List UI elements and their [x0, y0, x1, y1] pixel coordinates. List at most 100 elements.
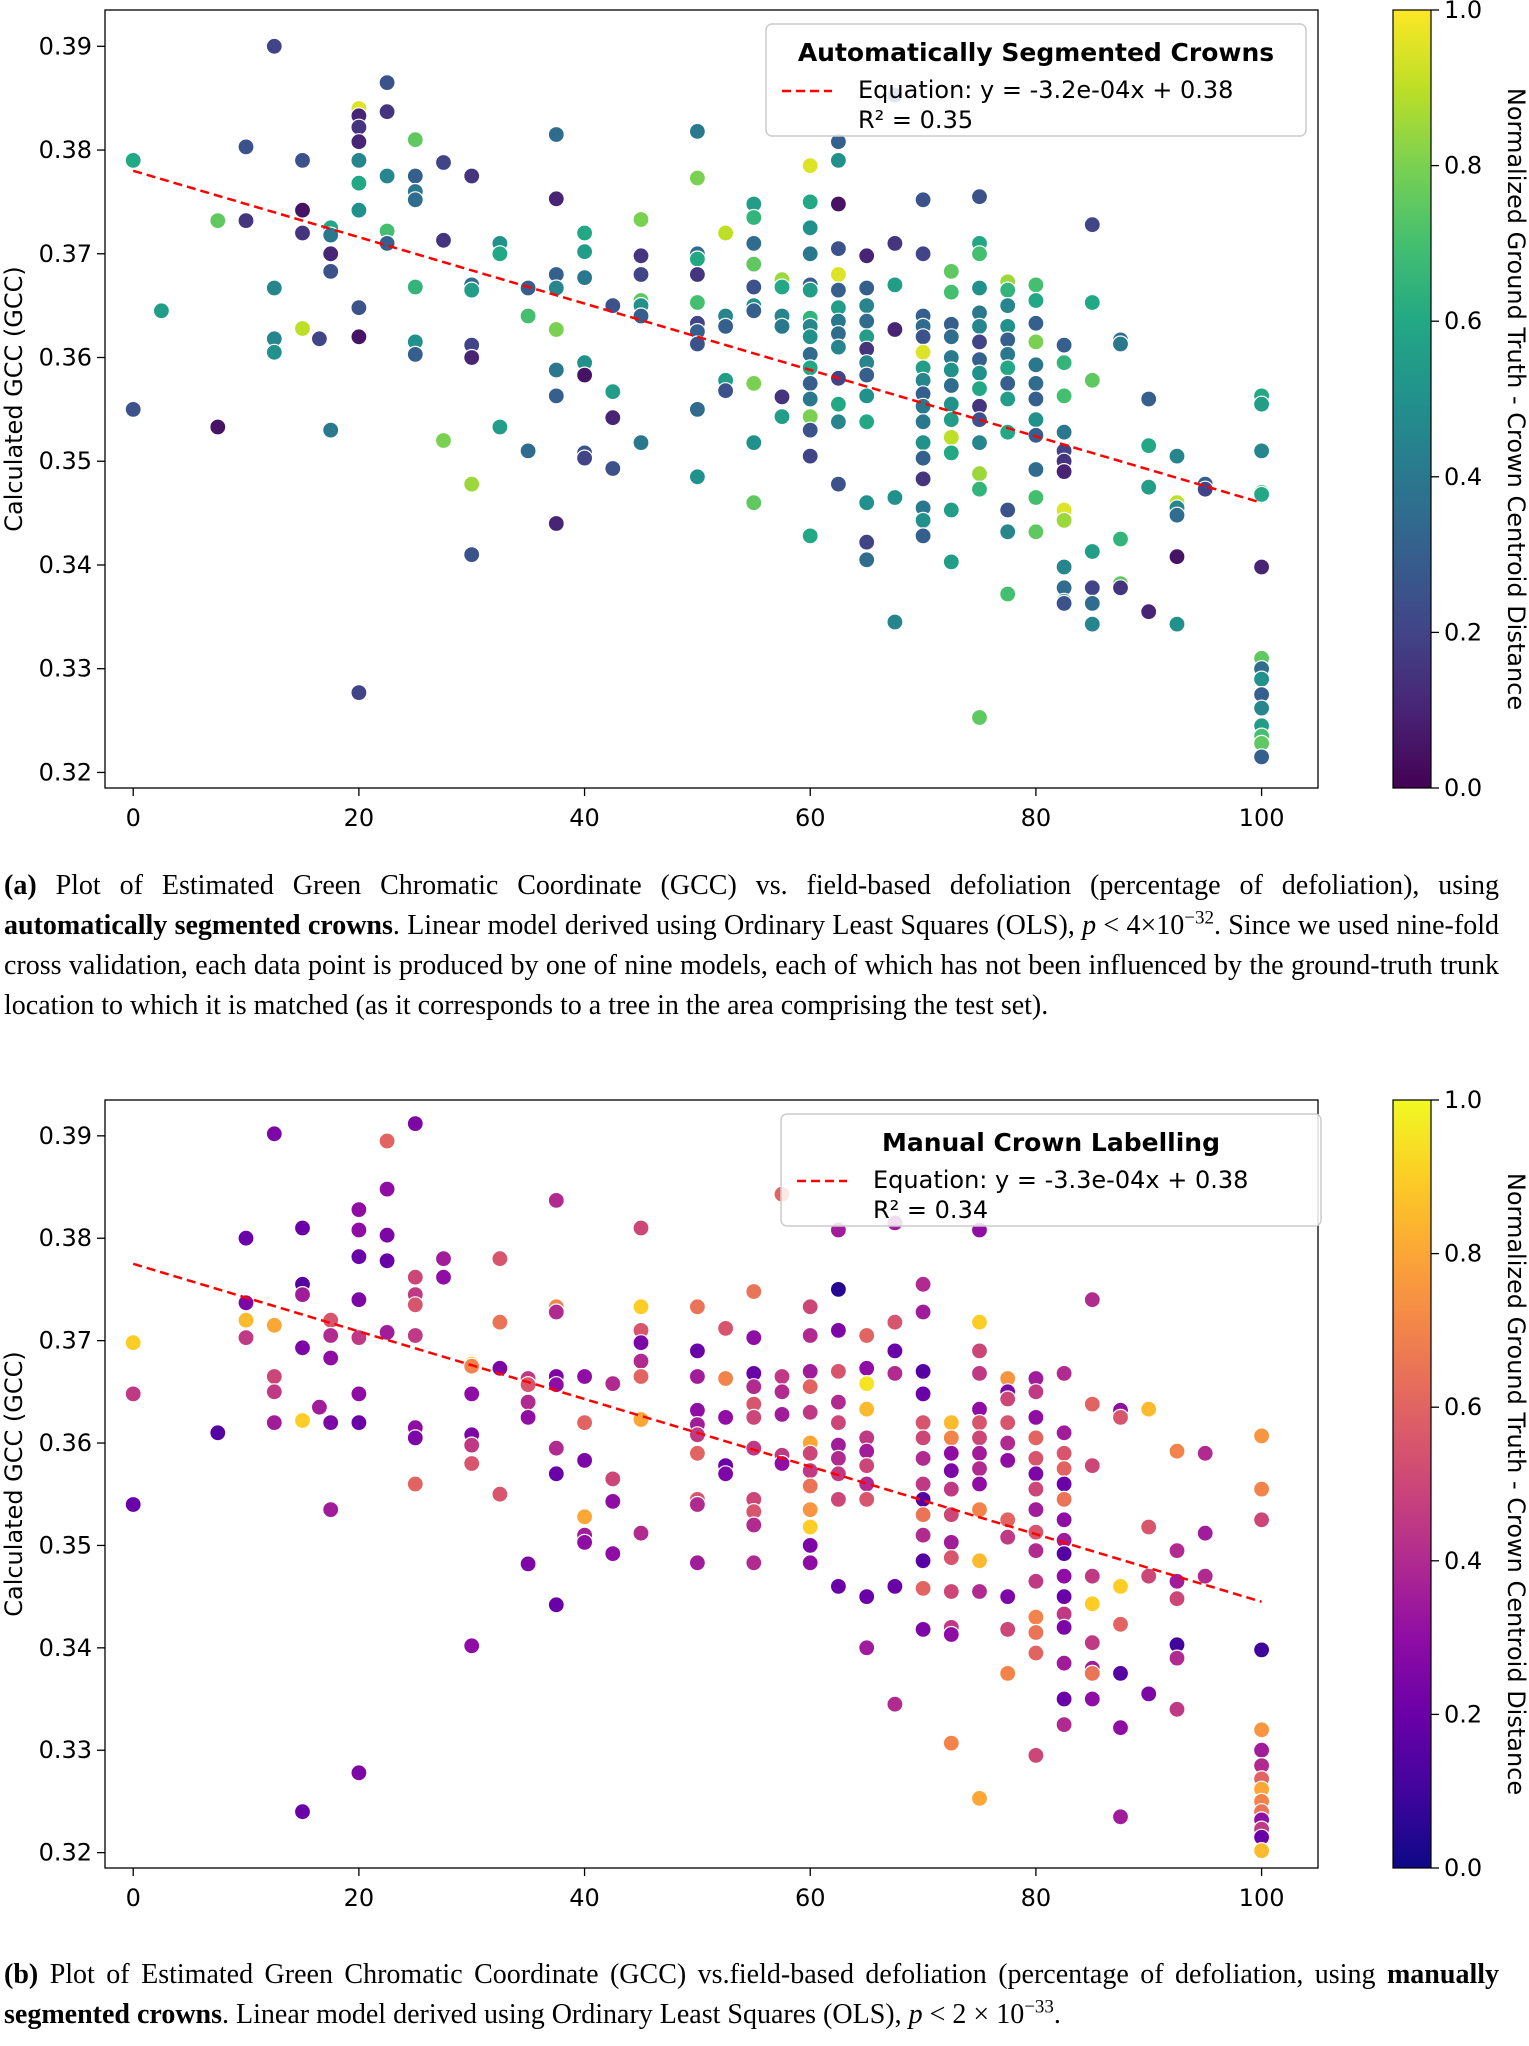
x-tick-label: 100 — [1239, 804, 1285, 832]
data-point — [829, 475, 848, 493]
y-tick-label: 0.37 — [39, 1327, 92, 1355]
data-point — [378, 73, 396, 92]
caption-b-p-rel: < 2 × 10 — [922, 1999, 1025, 2030]
data-point — [688, 250, 707, 268]
data-point — [1055, 1490, 1073, 1508]
scatter-chart-automatic: 0 20 40 60 80 100 0.32 0.33 0.34 0.35 0.36 0.37 0.38… — [0, 0, 1529, 832]
data-point — [858, 1359, 876, 1377]
data-point — [322, 262, 340, 280]
data-point — [406, 1429, 424, 1447]
data-point — [829, 1362, 848, 1380]
data-point — [434, 231, 453, 249]
data-point — [632, 1524, 650, 1542]
data-point — [801, 1378, 819, 1396]
data-point — [801, 1362, 819, 1380]
data-point — [1027, 333, 1045, 351]
data-point — [1027, 390, 1045, 408]
data-point — [1083, 371, 1101, 389]
data-point — [1027, 1408, 1045, 1426]
data-point — [970, 317, 989, 335]
data-point — [322, 1349, 340, 1367]
data-point — [688, 293, 707, 312]
data-point — [1055, 336, 1073, 354]
data-point — [604, 409, 622, 427]
data-point — [1083, 1690, 1101, 1708]
data-point — [688, 400, 707, 418]
data-point — [858, 1639, 876, 1657]
data-point — [350, 1764, 368, 1782]
data-point — [801, 1554, 819, 1572]
caption-b-bold: manually segmented crowns — [4, 1959, 1499, 2030]
data-point — [491, 245, 509, 263]
data-point — [406, 1326, 424, 1345]
caption-a-bold: automatically segmented crowns — [4, 910, 393, 941]
data-point — [575, 449, 594, 467]
data-point — [1252, 1741, 1271, 1759]
data-point — [886, 234, 904, 252]
data-point — [1252, 1721, 1271, 1739]
data-point — [519, 442, 537, 460]
data-point — [1252, 395, 1271, 413]
data-point — [716, 1408, 735, 1426]
data-point — [406, 1268, 424, 1286]
data-point — [914, 470, 932, 488]
data-point — [886, 488, 904, 507]
data-point — [829, 1577, 848, 1595]
data-point — [1083, 594, 1101, 613]
data-point — [1196, 1524, 1214, 1542]
data-point — [1252, 442, 1271, 460]
data-point — [914, 1579, 932, 1597]
y-tick-label: 0.38 — [39, 1224, 92, 1252]
data-point — [463, 1436, 481, 1454]
colorbar-label: Normalized Ground Truth - Crown Centroid… — [1502, 88, 1529, 710]
data-point — [914, 1620, 932, 1639]
data-point — [1140, 478, 1158, 496]
data-point — [378, 103, 396, 121]
data-point — [350, 201, 368, 219]
data-point — [970, 708, 989, 727]
data-point — [265, 37, 283, 55]
y-tick-label: 0.35 — [39, 1531, 92, 1559]
data-point — [1252, 558, 1271, 576]
data-point — [1027, 1623, 1045, 1642]
data-point — [1055, 1567, 1073, 1585]
data-point — [773, 1454, 791, 1473]
y-axis-label: Calculated GCC (GCC) — [0, 266, 28, 532]
data-point — [1055, 1444, 1073, 1462]
data-point — [293, 319, 312, 338]
data-point — [547, 1465, 565, 1483]
data-point — [999, 390, 1017, 408]
data-point — [942, 262, 960, 280]
data-point — [406, 1296, 424, 1314]
data-point — [1168, 1590, 1186, 1608]
data-point — [914, 1385, 932, 1403]
data-point — [124, 1385, 142, 1403]
y-tick-label: 0.32 — [39, 758, 92, 786]
x-tick-label: 60 — [795, 804, 826, 832]
data-point — [970, 1552, 989, 1570]
data-point — [688, 1444, 707, 1462]
data-point — [434, 431, 453, 450]
data-point — [1252, 1427, 1271, 1445]
data-point — [547, 387, 565, 405]
data-point — [970, 1414, 989, 1432]
colorbar-tick-label: 0.0 — [1444, 774, 1482, 802]
data-point — [914, 1526, 932, 1544]
data-point — [716, 382, 735, 400]
data-point — [237, 1229, 255, 1247]
data-point — [970, 1501, 989, 1519]
caption-a-text1: Plot of Estimated Green Chromatic Coordi… — [36, 870, 1499, 901]
data-point — [265, 1125, 283, 1143]
data-point — [970, 245, 989, 263]
data-point — [970, 333, 989, 351]
data-point — [801, 527, 819, 545]
data-point — [406, 131, 424, 149]
data-point — [293, 1286, 312, 1304]
data-point — [745, 1554, 763, 1572]
data-point — [801, 1403, 819, 1421]
y-tick-label: 0.38 — [39, 136, 92, 164]
data-point — [1027, 1572, 1045, 1590]
data-point — [547, 1191, 565, 1210]
data-point — [829, 1490, 848, 1508]
legend-box — [780, 1113, 1322, 1227]
